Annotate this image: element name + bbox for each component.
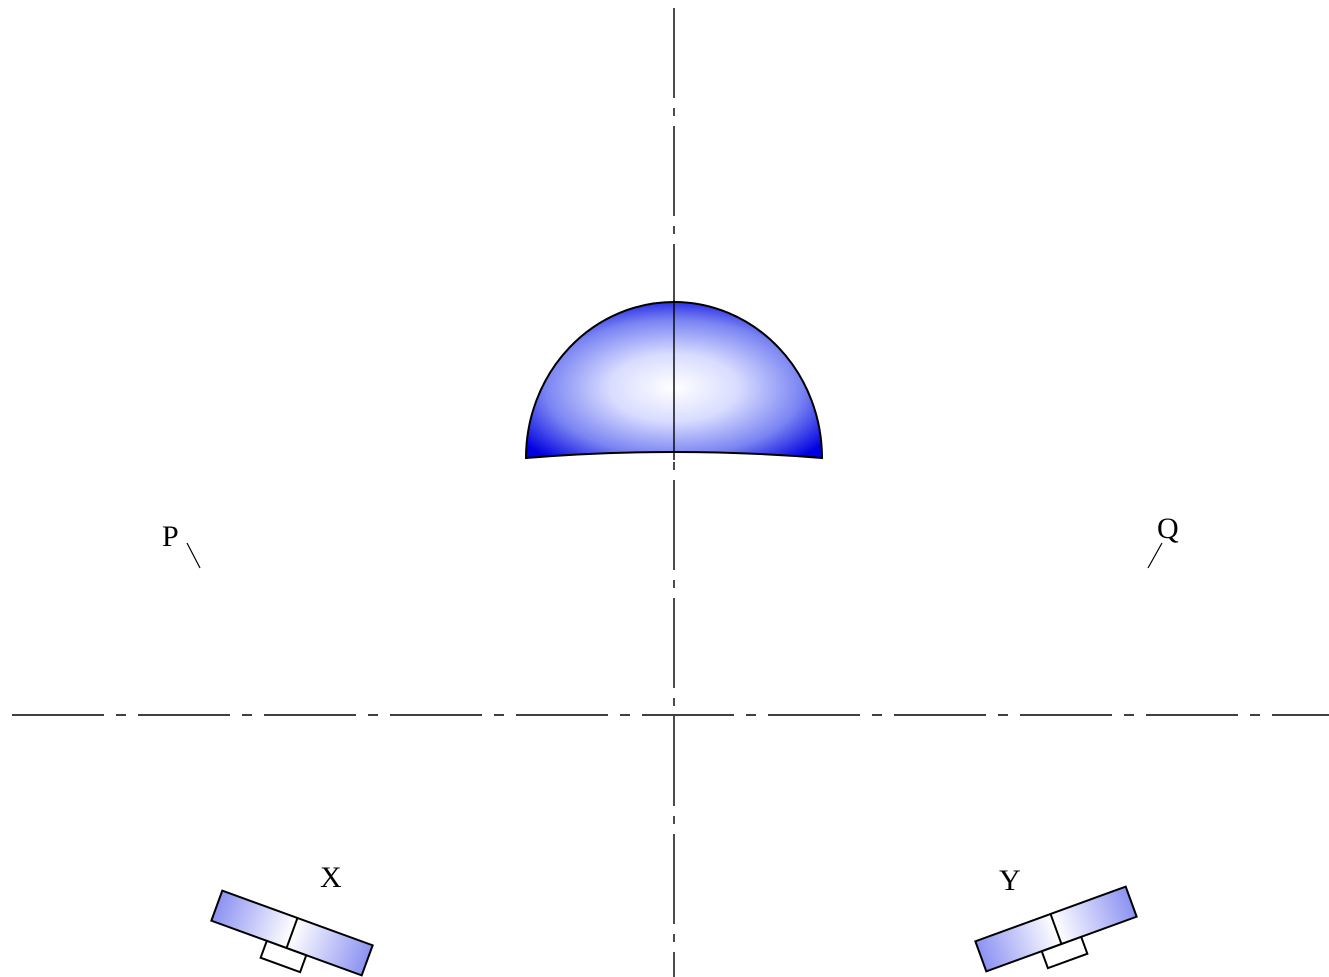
component-y (974, 885, 1138, 973)
label-p: P (162, 520, 179, 553)
mount-x (259, 939, 308, 974)
label-x: X (320, 861, 342, 894)
leader-line-q (1147, 542, 1163, 569)
leader-line-p (186, 542, 201, 569)
plate-x-divider (285, 917, 299, 949)
mount-y (1040, 935, 1089, 970)
label-q: Q (1157, 512, 1179, 545)
plate-y-divider (1049, 913, 1063, 945)
component-x (210, 889, 374, 977)
label-y: Y (999, 864, 1021, 897)
